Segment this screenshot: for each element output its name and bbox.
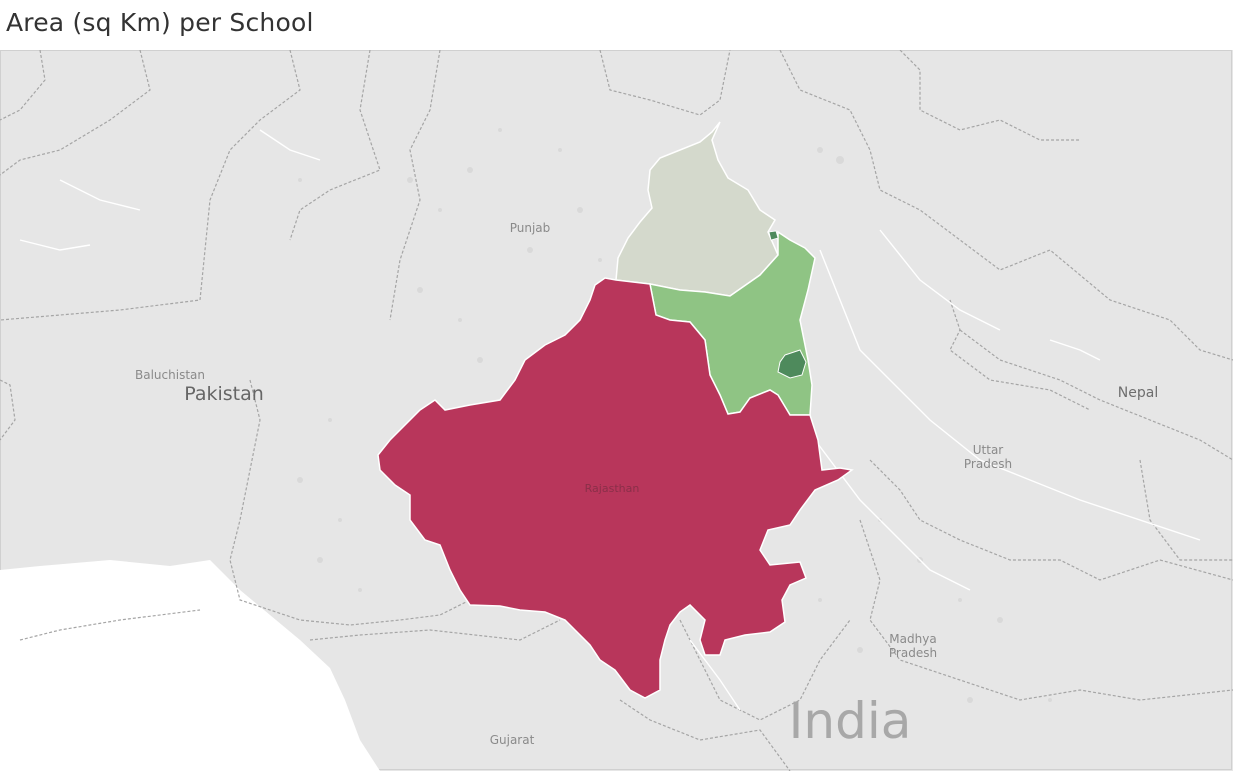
- label-punjab: Punjab: [510, 221, 551, 235]
- label-uttar-pradesh-2: Pradesh: [964, 457, 1012, 471]
- label-gujarat: Gujarat: [490, 733, 535, 747]
- rivers: [19, 129, 1201, 711]
- region-rajasthan[interactable]: [377, 277, 854, 699]
- chart-title: Area (sq Km) per School: [6, 8, 314, 37]
- label-nepal: Nepal: [1118, 385, 1158, 401]
- label-pakistan: Pakistan: [184, 383, 264, 405]
- terrain-spots: [297, 128, 1052, 703]
- region-chandigarh[interactable]: [768, 230, 779, 241]
- label-madhya-pradesh-1: Madhya: [889, 632, 936, 646]
- label-uttar-pradesh-1: Uttar: [973, 443, 1004, 457]
- map[interactable]: Punjab Baluchistan Pakistan Rajasthan Ut…: [0, 49, 1233, 772]
- label-baluchistan: Baluchistan: [135, 368, 205, 382]
- region-delhi[interactable]: [777, 349, 807, 379]
- boundaries: [0, 49, 1233, 772]
- arabian-sea: [0, 560, 380, 771]
- label-madhya-pradesh-2: Pradesh: [889, 646, 937, 660]
- label-india: India: [789, 692, 912, 750]
- map-svg[interactable]: Punjab Baluchistan Pakistan Rajasthan Ut…: [0, 49, 1233, 772]
- label-rajasthan: Rajasthan: [585, 482, 640, 495]
